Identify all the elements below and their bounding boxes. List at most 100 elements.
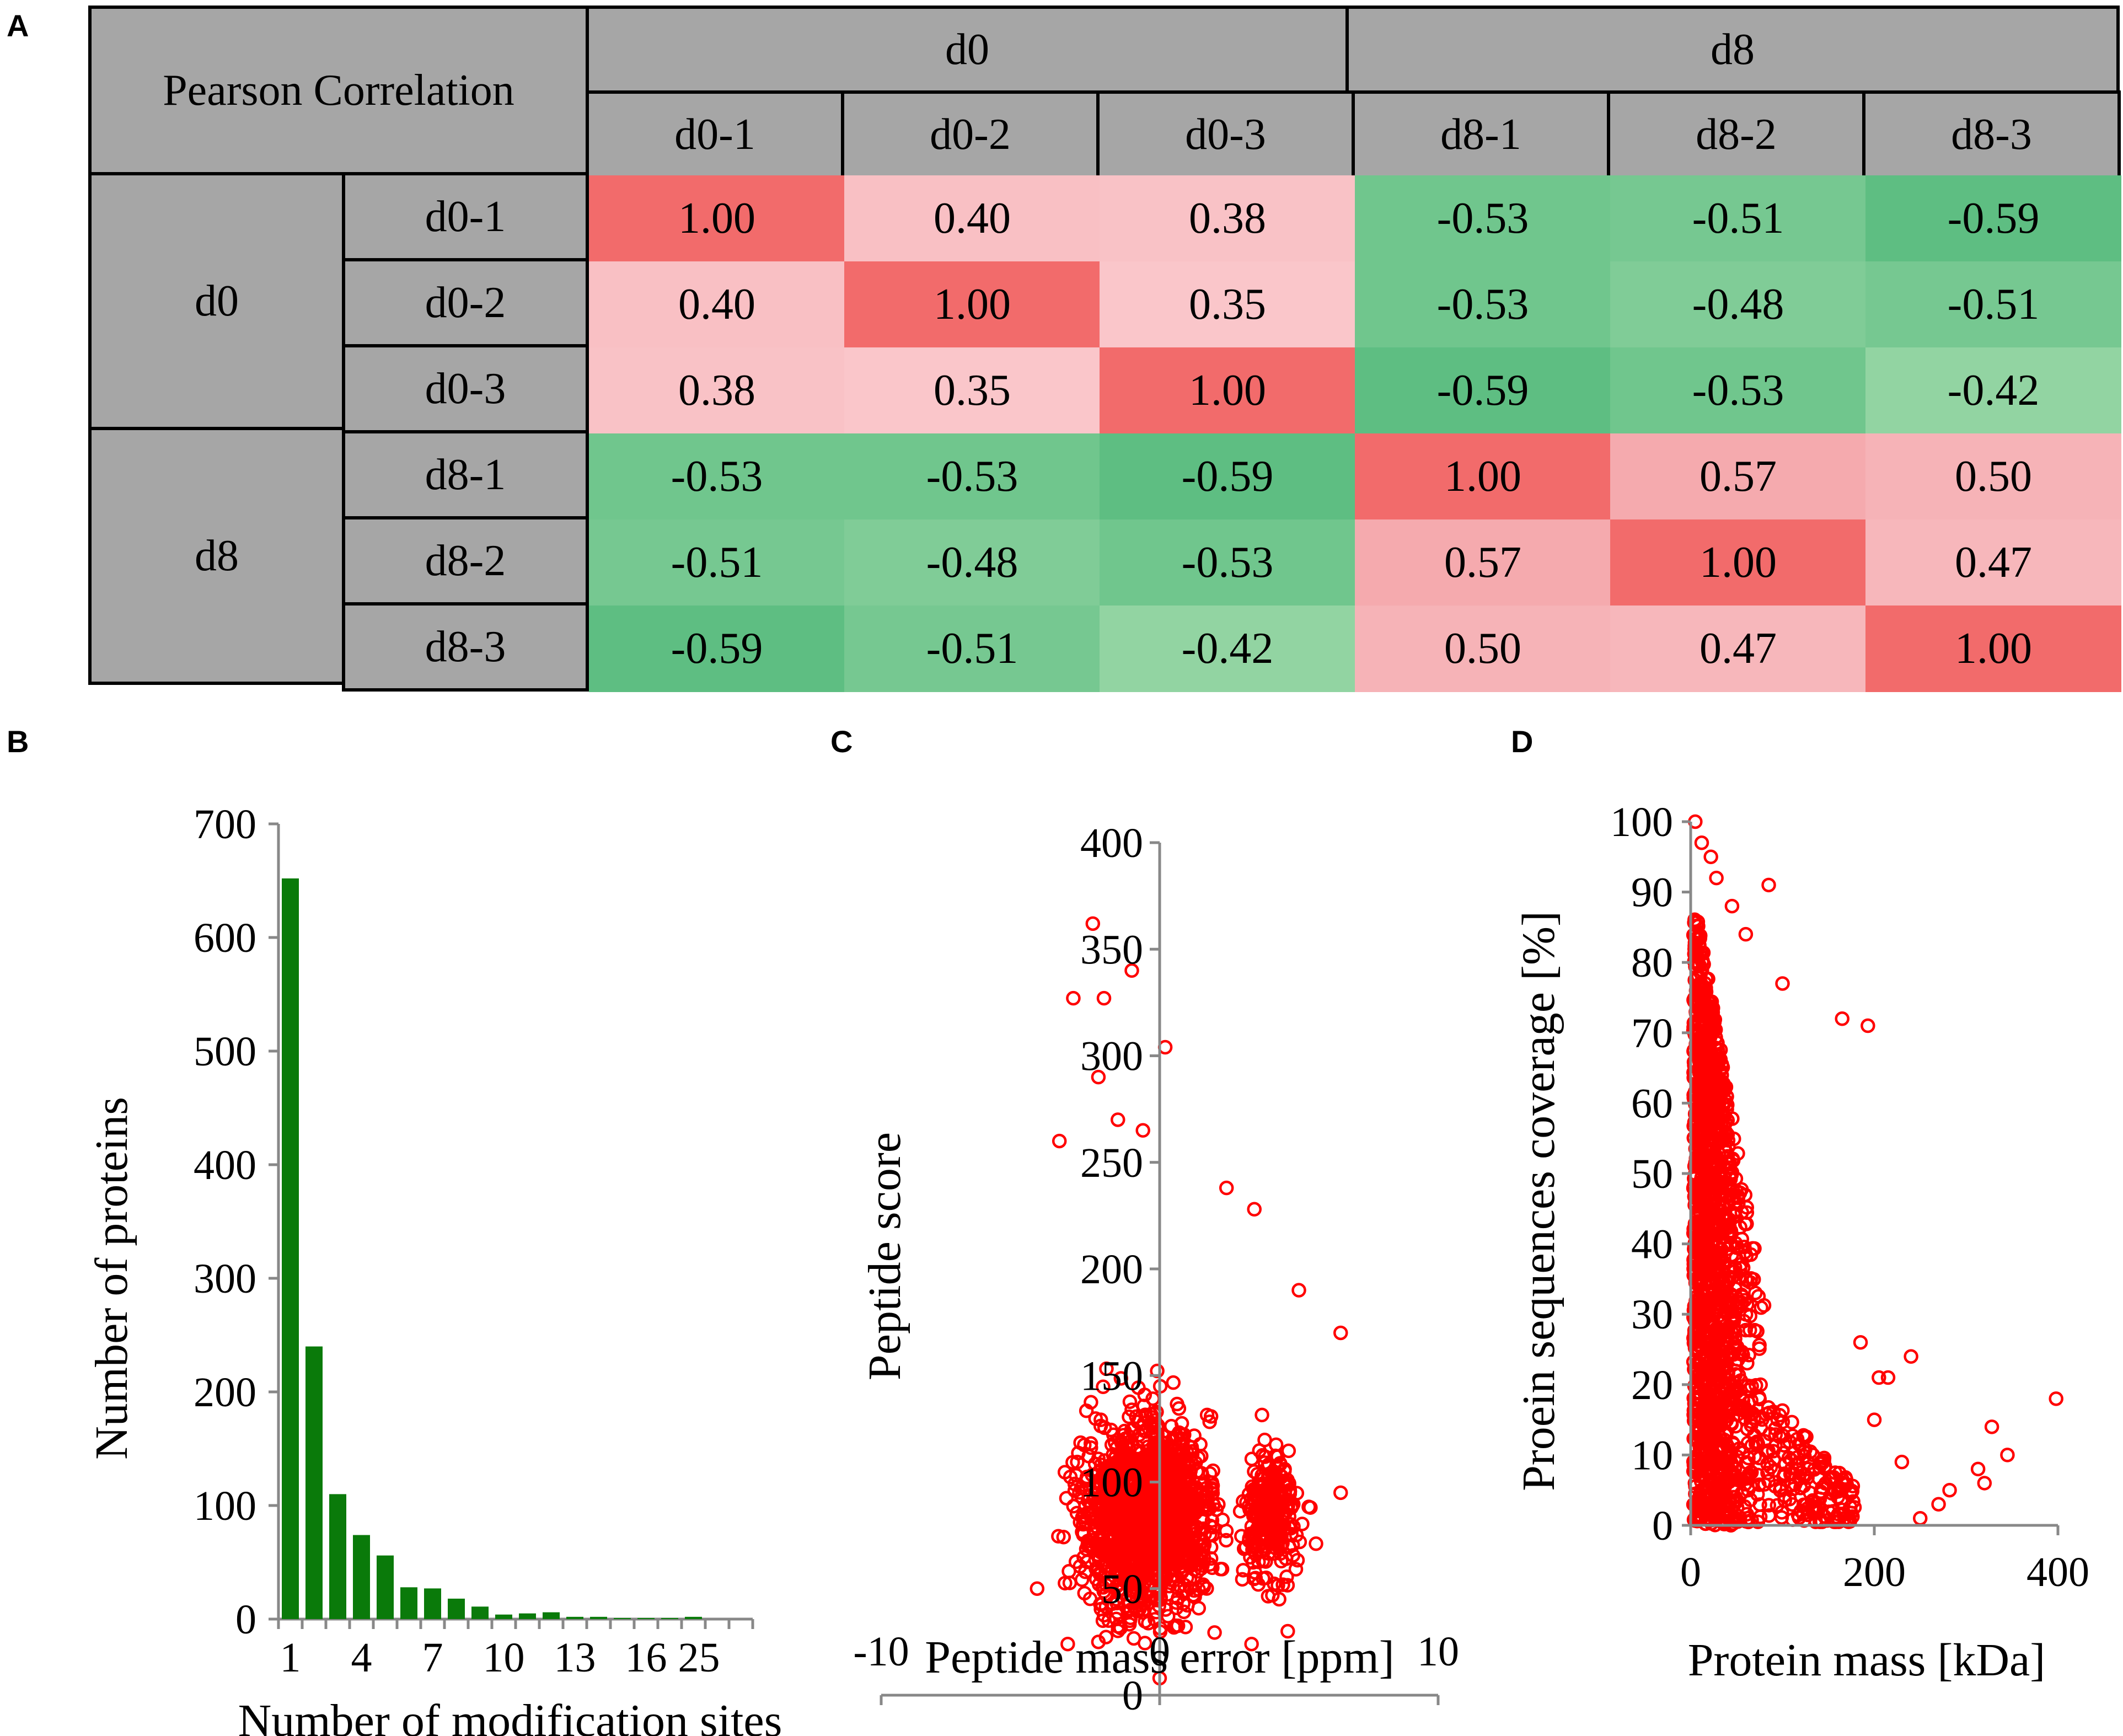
scatter-point xyxy=(1171,1591,1186,1606)
scatter-point xyxy=(1984,1419,1999,1434)
table-cell: 1.00 xyxy=(1355,433,1611,520)
scatter-point xyxy=(1096,1608,1112,1623)
scatter-point xyxy=(1063,1470,1078,1485)
scatter-point xyxy=(1691,1139,1706,1154)
scatter-point xyxy=(1135,1579,1150,1594)
scatter-point xyxy=(1148,1591,1162,1606)
scatter-point xyxy=(1739,1205,1755,1220)
scatter-point xyxy=(1740,1355,1755,1371)
scatter-point xyxy=(1139,1540,1154,1556)
scatter-point xyxy=(1106,1427,1121,1442)
column-header-d8-3: d8-3 xyxy=(1862,90,2121,179)
scatter-point xyxy=(1804,1501,1820,1517)
bar-chart: 0 100 200 300 400 500 600 700 1 4 7 10 13 16 25 Number … xyxy=(86,801,782,1736)
scatter-point xyxy=(1761,877,1776,893)
bar xyxy=(543,1612,560,1619)
scatter-point xyxy=(1303,1500,1318,1515)
scatter-point xyxy=(1821,1504,1837,1519)
scatter-point xyxy=(1246,1507,1261,1522)
scatter-point xyxy=(1091,1635,1106,1649)
scatter-point xyxy=(1867,1412,1882,1427)
scatter-point xyxy=(1176,1604,1192,1620)
scatter-point xyxy=(1079,1403,1094,1418)
scatter-point xyxy=(1188,1504,1203,1519)
scatter-point xyxy=(1750,1324,1765,1339)
scatter-point xyxy=(1087,1456,1103,1471)
scatter-point xyxy=(1156,1465,1171,1480)
scatter-point xyxy=(1104,1437,1119,1453)
scatter-point xyxy=(1702,1095,1718,1111)
y-tick-label: 30 xyxy=(1631,1292,1673,1338)
scatter-points xyxy=(1030,916,1348,1686)
scatter-point xyxy=(1106,1501,1121,1516)
scatter-point xyxy=(1186,1588,1201,1603)
scatter-point xyxy=(1880,1370,1896,1385)
scatter-point xyxy=(1706,1075,1721,1090)
scatter-point xyxy=(1719,1102,1734,1117)
scatter-point xyxy=(1737,1293,1752,1308)
scatter-point xyxy=(1149,1605,1164,1620)
scatter-point xyxy=(1716,1349,1731,1364)
scatter-point xyxy=(1059,1491,1074,1505)
scatter-point xyxy=(1090,1547,1105,1562)
table-cell: 0.50 xyxy=(1865,433,2121,520)
bar xyxy=(282,878,299,1619)
scatter-point xyxy=(1715,1132,1731,1147)
scatter-point xyxy=(1199,1581,1214,1596)
scatter-point xyxy=(1718,1272,1734,1288)
scatter-point xyxy=(1096,990,1112,1006)
scatter-point xyxy=(1803,1444,1818,1459)
scatter-point xyxy=(1056,1529,1071,1545)
protein-scatter-plot: 0 10 20 30 40 50 60 70 80 90 100 0 200 400 Proein sequ… xyxy=(1516,799,2089,1686)
scatter-point xyxy=(1167,1455,1182,1471)
scatter-point xyxy=(1697,1201,1712,1216)
scatter-point xyxy=(1268,1541,1283,1556)
scatter-point xyxy=(1686,1054,1702,1070)
scatter-point xyxy=(1714,1486,1730,1501)
scatter-point xyxy=(1761,1400,1776,1415)
scatter-point xyxy=(1122,1394,1138,1410)
scatter-point xyxy=(1144,1556,1159,1571)
y-tick-label: 300 xyxy=(194,1256,256,1302)
y-axis-title: Number of proteins xyxy=(86,1097,137,1460)
scatter-point xyxy=(1205,1560,1220,1576)
table-cell: 0.38 xyxy=(1100,175,1355,262)
table-cell: 0.47 xyxy=(1865,519,2121,606)
scatter-point xyxy=(1696,945,1711,960)
scatter-point xyxy=(1818,1459,1832,1474)
scatter-point xyxy=(1071,1445,1086,1461)
column-group-d8: d8 xyxy=(1345,6,2120,94)
scatter-point xyxy=(1712,1441,1727,1456)
scatter-point xyxy=(1255,1544,1270,1558)
scatter-point xyxy=(1149,1572,1164,1587)
scatter-point xyxy=(1121,1450,1136,1466)
scatter-point xyxy=(1861,1018,1875,1033)
bar xyxy=(519,1613,536,1619)
scatter-point xyxy=(1069,1468,1084,1483)
bar xyxy=(305,1346,323,1619)
scatter-point xyxy=(1709,1220,1724,1235)
row-header-d8-2: d8-2 xyxy=(342,516,589,606)
y-tick-label: 200 xyxy=(1080,1246,1143,1293)
scatter-point xyxy=(1743,1322,1757,1338)
scatter-point xyxy=(1815,1480,1830,1495)
scatter-point xyxy=(1209,1502,1224,1517)
scatter-point xyxy=(1805,1493,1820,1508)
scatter-point xyxy=(1257,1528,1272,1542)
bar xyxy=(448,1598,465,1619)
scatter-point xyxy=(1699,1103,1714,1118)
y-tick-label: 300 xyxy=(1080,1033,1143,1080)
bar xyxy=(329,1494,346,1619)
table-cell: -0.53 xyxy=(1355,261,1611,348)
scatter-point xyxy=(1696,1031,1712,1046)
y-tick-label: 20 xyxy=(1631,1362,1673,1408)
scatter-point xyxy=(1692,948,1708,963)
scatter-point xyxy=(1161,1522,1176,1537)
scatter-point xyxy=(1174,1416,1189,1431)
scatter-point xyxy=(1701,1220,1716,1235)
panel-label-b: B xyxy=(7,724,29,759)
scatter-point xyxy=(1081,1488,1096,1503)
scatter-point xyxy=(1725,1304,1740,1319)
table-cell: -0.53 xyxy=(1355,175,1611,262)
y-axis-title: Proein sequences coverage [%] xyxy=(1516,911,1564,1491)
